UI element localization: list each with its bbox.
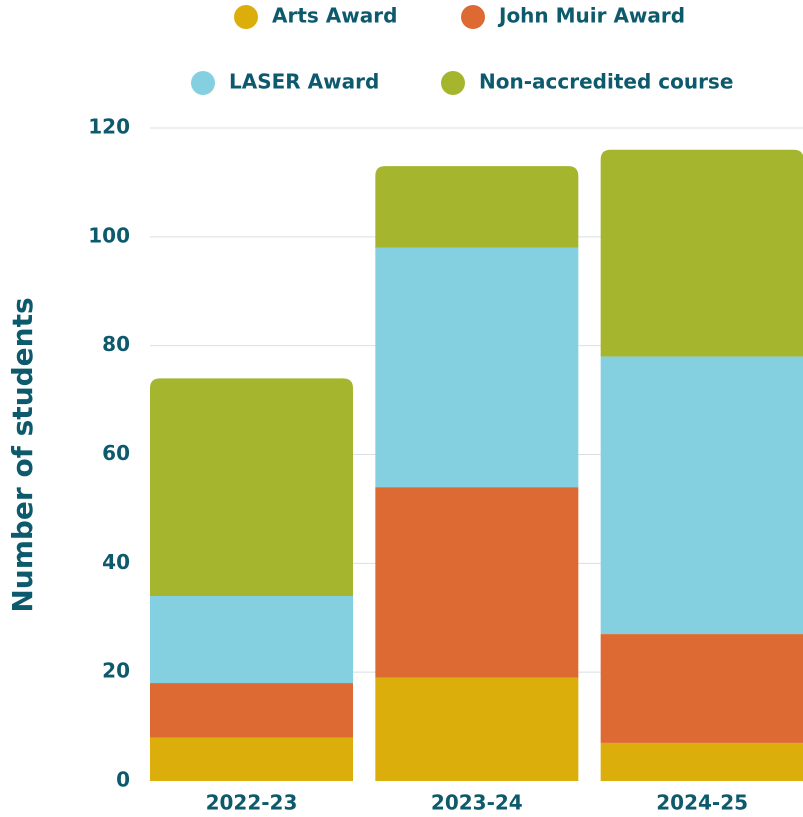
bar-segment [150,737,353,781]
y-tick-label: 100 [88,223,130,247]
x-tick-label: 2023-24 [431,791,523,815]
legend-swatch [191,71,215,95]
y-tick-label: 40 [102,550,130,574]
bar-segment [150,595,353,684]
legend-swatch [441,71,465,95]
y-tick-label: 20 [102,659,130,683]
y-tick-label: 60 [102,441,130,465]
legend-label: LASER Award [229,70,379,94]
legend-label: John Muir Award [497,4,685,28]
bar-segment [375,247,579,488]
x-tick-label: 2024-25 [656,791,748,815]
y-tick-label: 120 [88,115,130,139]
bar-segment [150,683,353,738]
bar-segment [600,634,803,743]
legend-label: Arts Award [272,4,397,28]
y-tick-label: 80 [102,332,130,356]
legend-swatch [461,5,485,29]
bar-segment [150,378,353,596]
bar-segment [375,677,579,781]
y-tick-label: 0 [116,768,130,792]
bar-segment [600,742,803,781]
legend-label: Non-accredited course [479,70,733,94]
y-axis-label: Number of students [6,297,39,612]
bar-segment [375,166,579,248]
x-tick-label: 2022-23 [206,791,298,815]
bar-segment [600,356,803,635]
bar-segment [600,149,803,357]
bar-segment [375,487,579,678]
legend-swatch [234,5,258,29]
